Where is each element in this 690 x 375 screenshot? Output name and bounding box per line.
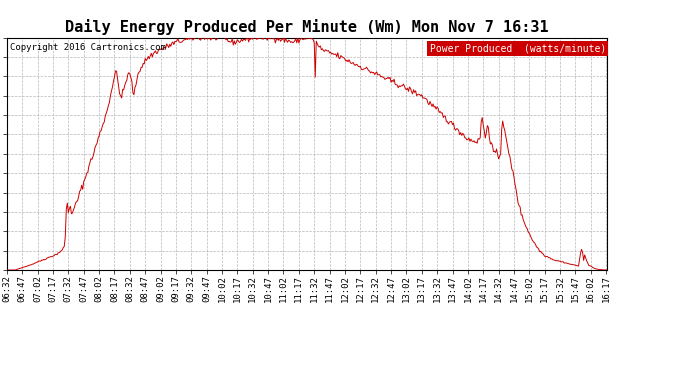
Title: Daily Energy Produced Per Minute (Wm) Mon Nov 7 16:31: Daily Energy Produced Per Minute (Wm) Mo…	[66, 19, 549, 35]
Text: Power Produced  (watts/minute): Power Produced (watts/minute)	[430, 44, 606, 53]
Text: Copyright 2016 Cartronics.com: Copyright 2016 Cartronics.com	[10, 44, 166, 52]
